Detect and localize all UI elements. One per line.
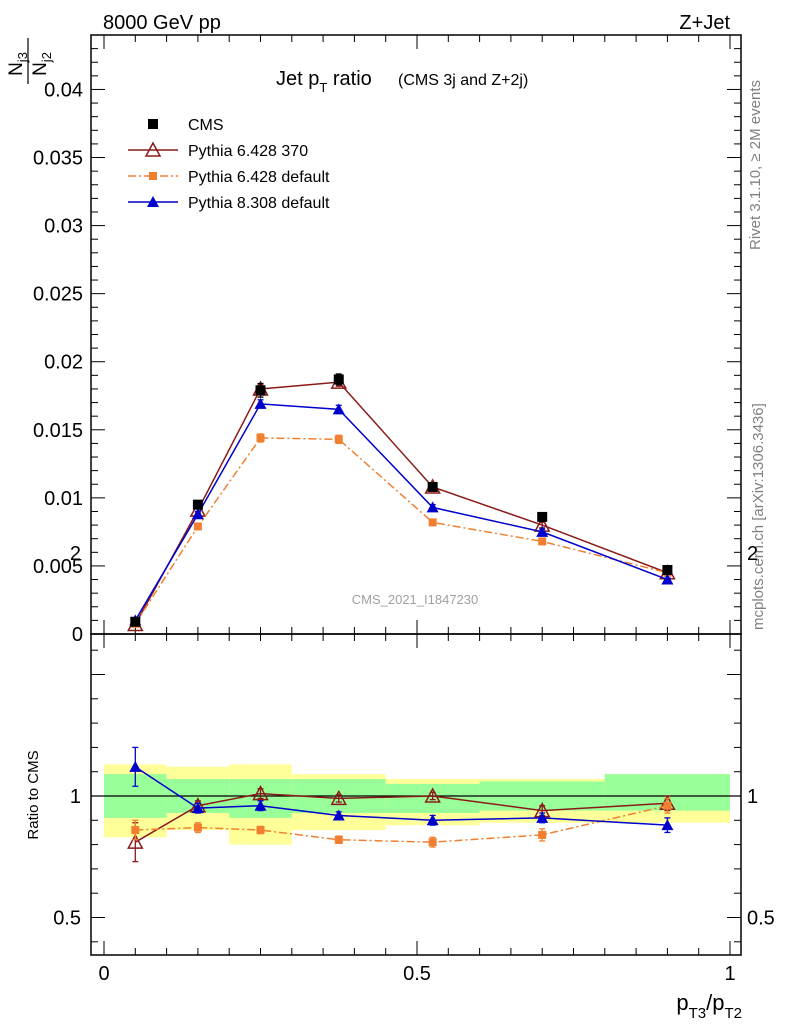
data-point (333, 374, 344, 385)
data-point (662, 565, 673, 576)
svg-text:Nj2: Nj2 (30, 52, 54, 76)
data-point (536, 525, 549, 537)
data-point (332, 403, 345, 415)
y-tick-label: 0.01 (44, 488, 83, 510)
data-point (537, 511, 548, 522)
legend-item: Pythia 6.428 default (128, 169, 330, 186)
process-label: Z+Jet (679, 12, 730, 34)
legend-label: CMS (188, 117, 224, 134)
data-point (191, 802, 204, 814)
data-point (256, 433, 265, 442)
data-point (424, 787, 441, 803)
data-point (426, 501, 439, 513)
legend-item: Pythia 8.308 default (128, 195, 330, 212)
ratio-ylabel: Ratio to CMS (25, 750, 42, 839)
ratio-y-tick-label-right: 1 (747, 786, 758, 808)
ratio-y-tick-label: 2 (70, 543, 81, 565)
energy-label: 8000 GeV pp (103, 12, 221, 34)
ratio-series (127, 746, 676, 863)
legend-label: Pythia 6.428 default (188, 169, 330, 186)
legend-marker (147, 196, 159, 207)
series-0 (130, 373, 673, 627)
y-tick-label: 0 (72, 624, 83, 646)
ratio-panel: 0.5 0.5 1 1 2 2 0 0.5 1 Ratio to CMS pT3/pT2 (25, 543, 775, 1022)
data-point (663, 801, 672, 810)
x-tick-label: 0.5 (403, 963, 431, 985)
data-point (428, 518, 437, 527)
generator-label: Rivet 3.1.10, ≥ 2M events (747, 80, 764, 250)
x-tick-label: 1 (724, 963, 735, 985)
ratio-y-tick-label: 1 (70, 786, 81, 808)
legend-label: Pythia 8.308 default (188, 195, 330, 212)
chart-subtitle: (CMS 3j and Z+2j) (398, 72, 528, 89)
main-ylabel: Nj3 Nj2 (6, 38, 54, 84)
svg-text:Nj3: Nj3 (6, 52, 30, 76)
data-point (252, 784, 269, 801)
data-point (127, 833, 144, 849)
analysis-id: CMS_2021_I1847230 (352, 592, 479, 607)
y-tick-label: 0.04 (44, 79, 83, 101)
data-point (193, 522, 202, 531)
data-point (191, 508, 204, 520)
data-point (254, 799, 267, 811)
legend-item: Pythia 6.428 370 (128, 141, 308, 160)
data-point (536, 811, 549, 823)
y-tick-label: 0.03 (44, 216, 83, 238)
chart-title: Jet pT ratio (276, 68, 372, 95)
data-point (192, 499, 203, 510)
y-tick-label: 0.02 (44, 352, 83, 374)
legend-marker (149, 172, 157, 180)
main-axes: 0 0.005 0.01 0.015 0.02 0.025 0.03 0.035 0.04 (33, 34, 742, 646)
data-point (428, 838, 437, 847)
series-line (134, 403, 668, 621)
main-series (127, 373, 676, 632)
ratio-y-tick-label: 0.5 (53, 908, 81, 930)
legend: CMS Pythia 6.428 370 Pythia 6.428 default P… (128, 117, 330, 212)
data-point (538, 830, 547, 839)
data-point (334, 835, 343, 844)
x-tick-label: 0 (98, 963, 109, 985)
data-point (332, 809, 345, 821)
y-tick-label: 0.005 (33, 556, 83, 578)
data-point (661, 819, 674, 831)
data-point (538, 537, 547, 546)
data-point (334, 435, 343, 444)
ratio-y-tick-label-right: 0.5 (747, 908, 775, 930)
data-point (330, 789, 348, 806)
data-point (131, 826, 140, 835)
ratio-bands (104, 764, 730, 845)
data-point (254, 397, 267, 409)
source-label: mcplots.cern.ch [arXiv:1306.3436] (750, 403, 767, 630)
data-point (130, 616, 141, 627)
ratio-axes: 0.5 0.5 1 1 2 2 0 0.5 1 (53, 543, 775, 985)
data-point (193, 823, 202, 832)
data-point (256, 826, 265, 835)
ratio-y-tick-label-right: 2 (747, 543, 758, 565)
ratio-frame (90, 633, 742, 956)
main-panel: 0 0.005 0.01 0.015 0.02 0.025 0.03 0.035 0.04 Je… (6, 34, 742, 646)
x-axis-label: pT3/pT2 (676, 990, 742, 1022)
legend-label: Pythia 6.428 370 (188, 143, 308, 160)
legend-item: CMS (148, 117, 224, 134)
data-point (426, 814, 439, 826)
data-point (661, 573, 674, 585)
y-tick-label: 0.025 (33, 284, 83, 306)
data-point (427, 481, 438, 492)
series-1 (131, 797, 672, 848)
series-2 (129, 746, 674, 834)
data-point (129, 760, 142, 772)
legend-marker (144, 141, 162, 157)
legend-marker (148, 119, 158, 129)
data-point (255, 385, 266, 396)
y-tick-label: 0.015 (33, 420, 83, 442)
y-tick-label: 0.035 (33, 148, 83, 170)
